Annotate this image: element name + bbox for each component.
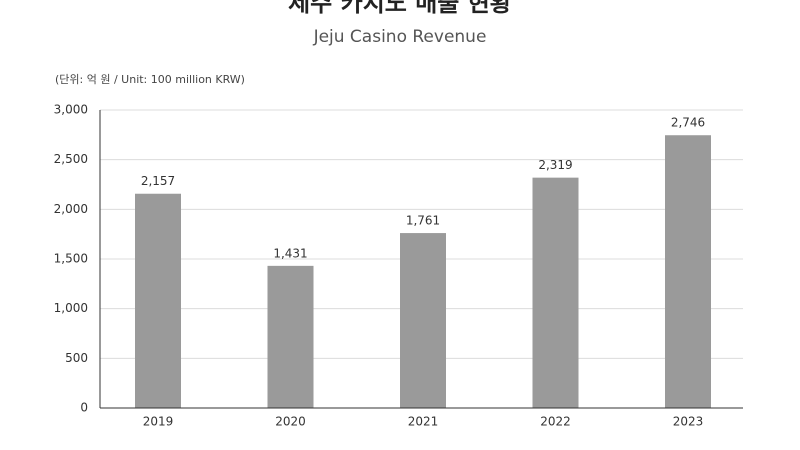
bar: [400, 233, 446, 408]
y-tick-label: 1,000: [54, 301, 88, 315]
y-tick-label: 2,000: [54, 202, 88, 216]
x-tick-label: 2020: [275, 415, 306, 429]
bar: [267, 265, 314, 408]
x-tick-label: 2019: [143, 415, 174, 429]
y-tick-label: 1,500: [54, 252, 88, 266]
value-label: 2,157: [141, 174, 175, 188]
value-label: 1,431: [273, 246, 307, 260]
y-tick-label: 500: [65, 351, 88, 365]
chart-subtitle: Jeju Casino Revenue: [313, 27, 487, 47]
x-tick-label: 2022: [540, 415, 571, 429]
value-label: 2,746: [671, 116, 705, 130]
bar: [665, 135, 711, 409]
unit-note: (단위: 억 원 / Unit: 100 million KRW): [55, 73, 245, 86]
value-label: 1,761: [406, 214, 440, 228]
x-tick-label: 2023: [673, 415, 704, 429]
y-tick-label: 2,500: [54, 152, 88, 166]
y-tick-label: 3,000: [54, 103, 88, 117]
bar: [135, 193, 181, 408]
value-label: 2,319: [538, 158, 572, 172]
bar: [532, 177, 579, 408]
chart-title: 제주 카지노 매출 현황: [288, 0, 512, 17]
y-tick-label: 0: [80, 401, 88, 415]
x-tick-label: 2021: [408, 415, 439, 429]
